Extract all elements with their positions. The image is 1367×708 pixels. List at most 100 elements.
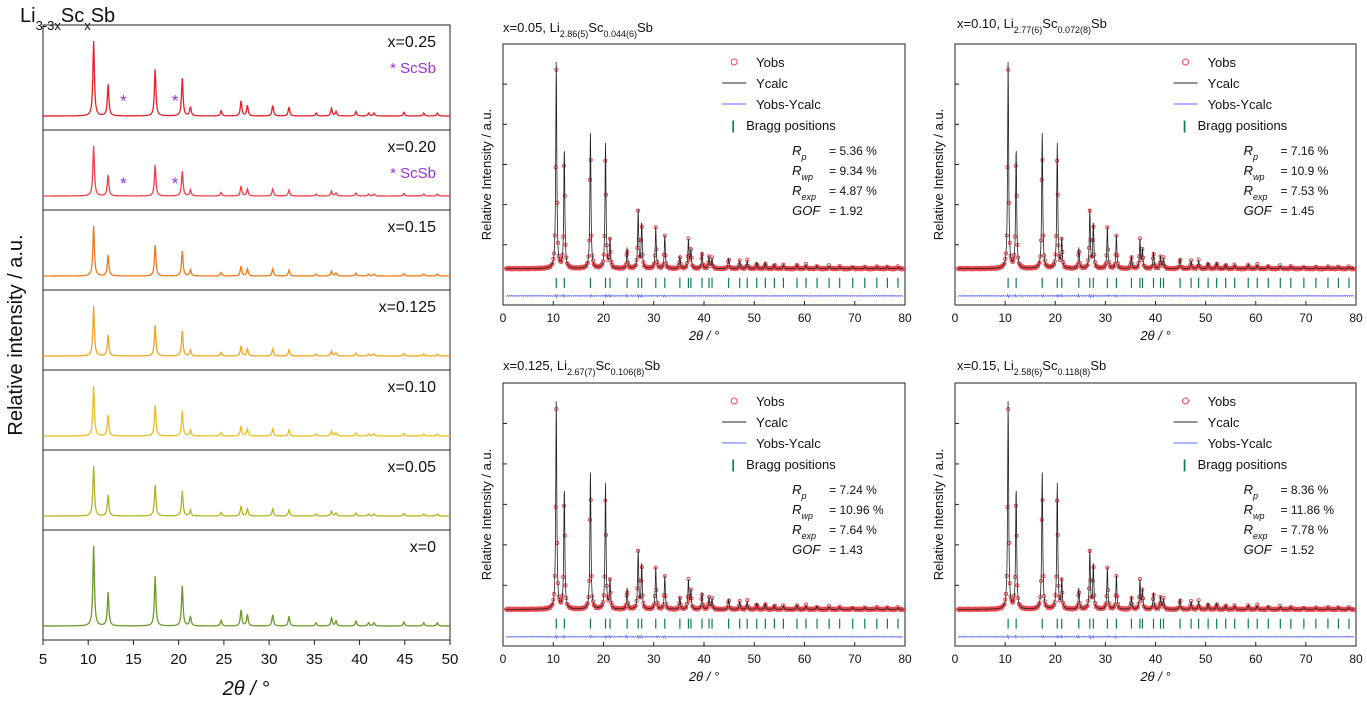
yobs-point: [1035, 263, 1041, 269]
impurity-legend: * ScSb: [390, 165, 436, 182]
r-main: R: [792, 502, 801, 517]
r-label: GOF: [1244, 203, 1273, 218]
x-tick-label: 15: [125, 651, 142, 668]
r-main: R: [1244, 502, 1253, 517]
panel-title: x=0.05, Li2.86(5)Sc0.044(6)Sb: [503, 20, 653, 39]
rexp-value: = 4.87 %: [829, 184, 877, 198]
y-axis-label: Relative Intensity / a.u.: [479, 109, 494, 241]
x-tick-label: 10: [998, 311, 1012, 325]
title-part: 0.106(8): [611, 367, 645, 377]
x-axis-label: 2θ / °: [688, 328, 719, 343]
x-tick-label: 30: [647, 652, 661, 666]
x-tick-label: 50: [1199, 652, 1213, 666]
subplot-x=0: x=0: [42, 529, 451, 641]
legend-yobs: Yobs: [756, 394, 785, 409]
yobs-point: [1112, 604, 1117, 610]
r-sub: wp: [802, 172, 814, 182]
yobs-point: [1035, 605, 1040, 610]
title-part: Sc: [596, 358, 612, 373]
legend: Yobs Ycalc Yobs-Ycalc | Bragg positions: [722, 55, 836, 133]
refinement-panel-2: x=0.10, Li2.77(6)Sc0.072(8)Sb 0 10 20 30 40 50…: [931, 16, 1363, 343]
y-axis-label: Relative Intensity / a.u.: [479, 449, 494, 581]
pattern-line-x=0.25: [43, 40, 450, 117]
yobs-point: [1149, 264, 1154, 270]
x-tick-label: 20: [597, 652, 611, 666]
x-tick-label: 10: [80, 651, 97, 668]
r-label: Rp: [792, 482, 806, 501]
title-part: Sb: [1091, 16, 1107, 31]
subplot-x=0.05: x=0.05: [42, 449, 451, 531]
r-main: R: [792, 183, 801, 198]
bragg-ticks: [1007, 277, 1350, 288]
impurity-star: *: [172, 174, 179, 193]
x-tick-label: 30: [261, 651, 278, 668]
r-main: R: [792, 482, 801, 497]
r-main: R: [1244, 183, 1253, 198]
x-tick-label: 40: [697, 652, 711, 666]
x-tick-label: 50: [442, 651, 459, 668]
title-part: Sb: [637, 20, 653, 35]
yobs-point: [565, 602, 570, 607]
ycalc-line: [958, 62, 1354, 270]
r-label: Rwp: [792, 163, 813, 182]
x-tick-label: 20: [597, 311, 611, 325]
rexp-value: = 7.53 %: [1281, 184, 1329, 198]
r-label: Rp: [1244, 482, 1258, 501]
legend-bragg-marker: |: [731, 118, 735, 133]
legend-ycalc: Ycalc: [1208, 415, 1240, 430]
legend-yobs: Yobs: [1208, 394, 1237, 409]
r-sub: exp: [1253, 531, 1268, 541]
x-tick-label: 40: [1149, 652, 1163, 666]
r-label: Rexp: [1244, 522, 1268, 541]
subplot-x=0.125: x=0.125: [42, 289, 451, 371]
panel-title: x=0.10, Li2.77(6)Sc0.072(8)Sb: [957, 16, 1107, 35]
r-sub: wp: [802, 511, 814, 521]
yobs-point: [1112, 264, 1117, 269]
subplot-x=0.25: x=0.25 * ScSb * *: [42, 24, 451, 131]
r-label: GOF: [792, 203, 821, 218]
pattern-line-x=0.10: [43, 385, 450, 437]
x-tick-label: 70: [848, 311, 862, 325]
bragg-ticks: [1007, 618, 1350, 629]
yobs-point: [704, 606, 709, 611]
r-sub: wp: [1253, 172, 1265, 182]
x-tick-label: 20: [170, 651, 187, 668]
x-tick-label: 40: [1149, 311, 1163, 325]
x-tick-label: 5: [39, 651, 47, 668]
yobs-point: [583, 264, 588, 269]
rp-value: = 8.36 %: [1281, 483, 1329, 497]
rexp-value: = 7.78 %: [1281, 523, 1329, 537]
yobs-point: [697, 264, 702, 270]
series-label: x=0.20: [388, 139, 437, 156]
yobs-point: [1017, 602, 1022, 607]
series-label: x=0.25: [388, 34, 437, 51]
gof-value: = 1.52: [1281, 543, 1315, 557]
yobs-point: [1156, 266, 1161, 271]
title-part: x=0.05, Li: [503, 20, 560, 35]
title-part: Sc: [1042, 16, 1058, 31]
rwp-value: = 10.96 %: [829, 503, 884, 517]
refinement-panel-1: x=0.05, Li2.86(5)Sc0.044(6)Sb 0 10 20 30 40 50…: [479, 20, 912, 343]
x-tick-label: 0: [952, 311, 959, 325]
r-label: Rp: [792, 143, 806, 162]
legend: Yobs Ycalc Yobs-Ycalc | Bragg positions: [1173, 394, 1288, 472]
x-tick-label: 60: [798, 311, 812, 325]
r-main: R: [792, 163, 801, 178]
yobs-point: [1149, 605, 1154, 610]
subplot-x=0.20: x=0.20 * ScSb * *: [42, 129, 451, 211]
yobs-point: [584, 604, 589, 609]
yobs-point: [684, 605, 689, 610]
title-part: Sb: [644, 358, 660, 373]
y-axis-label: Relative Intensity / a.u.: [931, 449, 946, 581]
r-label: Rexp: [792, 522, 816, 541]
r-sub: p: [1252, 491, 1258, 501]
impurity-legend: * ScSb: [390, 60, 436, 77]
r-main: GOF: [1244, 542, 1273, 557]
impurity-star: *: [120, 174, 127, 193]
r-main: R: [792, 143, 801, 158]
yobs-point: [565, 261, 570, 267]
x-tick-label: 25: [216, 651, 233, 668]
